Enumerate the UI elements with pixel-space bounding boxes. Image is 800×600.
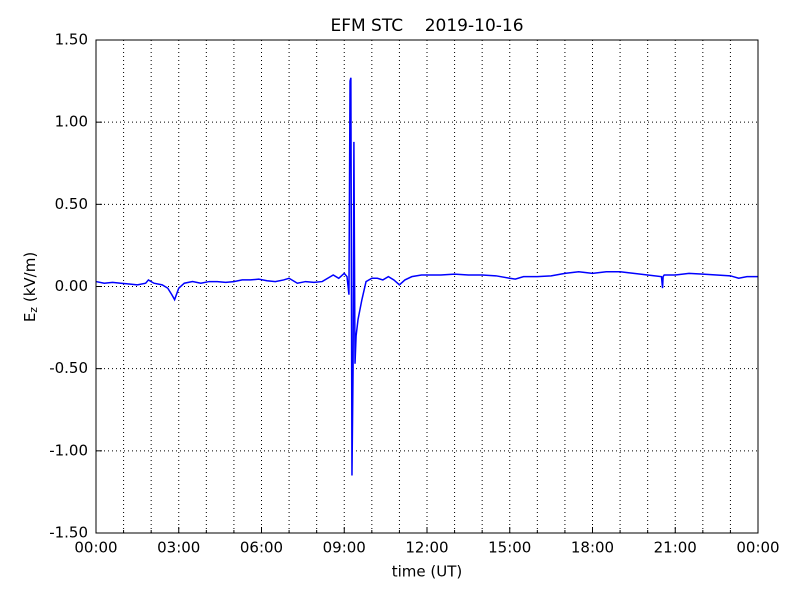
x-tick-label: 09:00: [323, 539, 366, 557]
y-tick-label: -0.50: [49, 359, 88, 377]
y-tick-label: 0.00: [55, 277, 88, 295]
y-tick-label: 1.00: [55, 113, 88, 131]
y-label-rest: (kV/m): [21, 252, 39, 307]
x-tick-label: 06:00: [240, 539, 283, 557]
y-axis-label: Ez (kV/m): [21, 252, 41, 322]
y-tick-label: 1.50: [55, 31, 88, 49]
x-tick-label: 03:00: [157, 539, 200, 557]
x-tick-label: 18:00: [571, 539, 614, 557]
x-tick-label: 12:00: [405, 539, 448, 557]
data-line: [95, 77, 758, 476]
y-tick-label: -1.00: [49, 441, 88, 459]
y-label-subscript: z: [27, 307, 40, 313]
x-tick-label: 15:00: [488, 539, 531, 557]
y-tick-label: 0.50: [55, 195, 88, 213]
x-axis-label: time (UT): [392, 563, 463, 581]
x-tick-label: 00:00: [74, 539, 117, 557]
plot-frame: [95, 39, 759, 534]
chart-title: EFM STC 2019-10-16: [330, 16, 523, 36]
y-label-base: E: [21, 313, 39, 322]
x-tick-label: 00:00: [736, 539, 779, 557]
x-tick-label: 21:00: [654, 539, 697, 557]
y-tick-label: -1.50: [49, 524, 88, 542]
